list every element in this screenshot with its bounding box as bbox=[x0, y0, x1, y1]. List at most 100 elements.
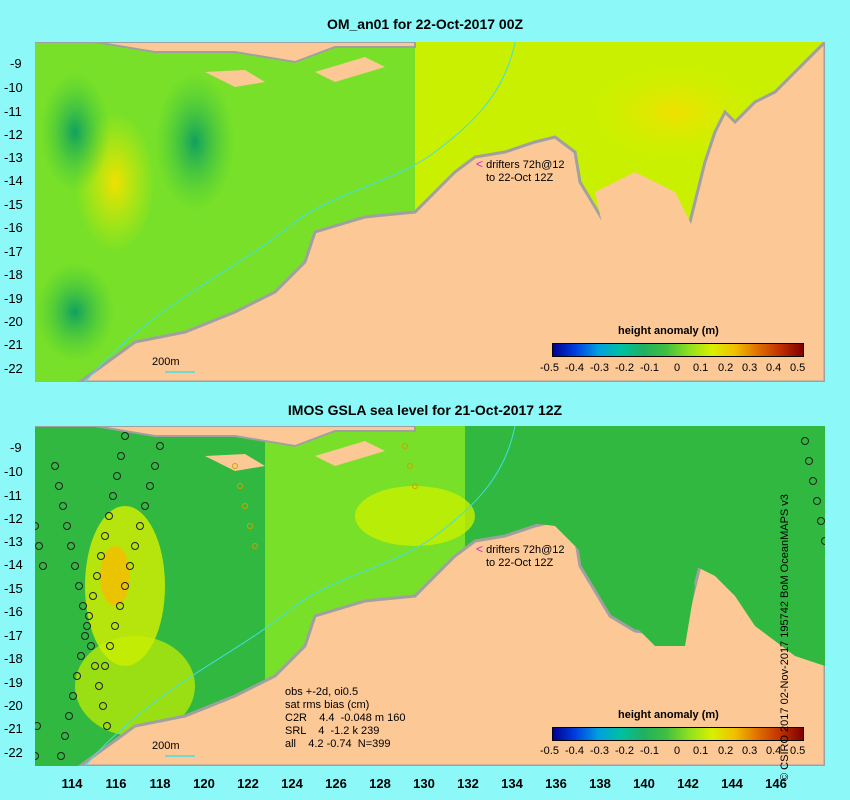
bottom-colorbar bbox=[552, 727, 804, 741]
top-y-label: -17 bbox=[4, 244, 23, 259]
cbar-tick: 0.3 bbox=[742, 745, 758, 757]
stats-line: obs +-2d, oi0.5 bbox=[285, 686, 359, 698]
cbar-tick: 0.1 bbox=[693, 362, 709, 374]
warm-core bbox=[100, 546, 130, 606]
bottom-y-label: -18 bbox=[4, 651, 23, 666]
drifters-line2: to 22-Oct 12Z bbox=[486, 557, 554, 569]
drifters-line1: drifters 72h@12 bbox=[486, 544, 565, 556]
bottom-y-label: -19 bbox=[4, 675, 23, 690]
cbar-tick: -0.3 bbox=[590, 745, 609, 757]
drifter-arrow-icon: < bbox=[476, 157, 484, 171]
top-y-label: -9 bbox=[10, 56, 22, 71]
top-panel-title: OM_an01 for 22-Oct-2017 00Z bbox=[326, 16, 524, 32]
x-label: 144 bbox=[721, 776, 743, 791]
top-y-label: -10 bbox=[4, 80, 23, 95]
track-1 bbox=[51, 462, 111, 730]
x-label: 128 bbox=[369, 776, 391, 791]
yellow-south bbox=[75, 636, 195, 736]
track-5 bbox=[35, 522, 47, 760]
200m-contour bbox=[84, 426, 516, 766]
cbar-tick: 0.5 bbox=[790, 362, 806, 374]
stats-line: all 4.2 -0.74 N=399 bbox=[285, 738, 391, 750]
satellite-tracks bbox=[35, 432, 825, 760]
x-label: 138 bbox=[589, 776, 611, 791]
cbar-tick: -0.1 bbox=[640, 745, 659, 757]
bottom-colorbar-title: height anomaly (m) bbox=[618, 709, 719, 721]
stats-line: sat rms bias (cm) bbox=[285, 699, 370, 711]
bottom-y-label: -21 bbox=[4, 721, 23, 736]
gulf-inner bbox=[595, 486, 695, 646]
drifters-line2: to 22-Oct 12Z bbox=[486, 172, 554, 184]
x-label: 146 bbox=[765, 776, 787, 791]
top-colorbar-title: height anomaly (m) bbox=[618, 325, 719, 337]
cool-anomaly-1 bbox=[40, 72, 110, 192]
track-2 bbox=[57, 432, 129, 760]
x-label: 140 bbox=[633, 776, 655, 791]
gulf-land bbox=[595, 172, 695, 272]
yellow-north bbox=[355, 486, 475, 546]
drifter-arrow-icon: < bbox=[476, 542, 484, 556]
top-y-label: -20 bbox=[4, 314, 23, 329]
indonesia-islands bbox=[35, 42, 416, 64]
top-y-label: -22 bbox=[4, 361, 23, 376]
bottom-panel-title: IMOS GSLA sea level for 21-Oct-2017 12Z bbox=[287, 402, 563, 418]
cbar-tick: -0.3 bbox=[590, 362, 609, 374]
track-3 bbox=[101, 442, 164, 670]
stats-line: SRL 4 -1.2 k 239 bbox=[285, 725, 380, 737]
top-y-label: -15 bbox=[4, 197, 23, 212]
cool-anomaly-2 bbox=[155, 72, 235, 212]
x-label: 118 bbox=[149, 776, 171, 791]
top-y-label: -12 bbox=[4, 127, 23, 142]
cbar-tick: -0.2 bbox=[615, 745, 634, 757]
200m-contour bbox=[84, 42, 516, 382]
cbar-tick: -0.5 bbox=[540, 362, 559, 374]
top-map bbox=[35, 42, 825, 382]
x-label: 136 bbox=[545, 776, 567, 791]
top-depth-label: 200m bbox=[152, 356, 180, 368]
cbar-tick: -0.5 bbox=[540, 745, 559, 757]
bottom-y-label: -22 bbox=[4, 745, 23, 760]
x-label: 122 bbox=[237, 776, 259, 791]
cbar-tick: 0.5 bbox=[790, 745, 806, 757]
cbar-tick: 0.4 bbox=[766, 362, 782, 374]
bottom-y-label: -15 bbox=[4, 581, 23, 596]
top-y-label: -18 bbox=[4, 267, 23, 282]
bottom-y-label: -16 bbox=[4, 604, 23, 619]
bottom-y-label: -20 bbox=[4, 698, 23, 713]
top-map-canvas bbox=[35, 42, 825, 382]
x-label: 120 bbox=[193, 776, 215, 791]
cbar-tick: -0.4 bbox=[565, 362, 584, 374]
bottom-y-label: -13 bbox=[4, 534, 23, 549]
bottom-y-label: -17 bbox=[4, 628, 23, 643]
australia-landmass bbox=[77, 42, 825, 382]
x-label: 114 bbox=[61, 776, 83, 791]
top-colorbar bbox=[552, 343, 804, 357]
cbar-tick: 0.3 bbox=[742, 362, 758, 374]
bottom-y-label: -14 bbox=[4, 557, 23, 572]
cbar-tick: 0 bbox=[674, 362, 681, 374]
cbar-tick: 0.2 bbox=[718, 745, 734, 757]
x-label: 124 bbox=[281, 776, 303, 791]
top-y-label: -16 bbox=[4, 220, 23, 235]
x-label: 142 bbox=[677, 776, 699, 791]
timor-island bbox=[315, 441, 385, 466]
bottom-y-label: -11 bbox=[4, 488, 22, 503]
credit-text: © CSIRO 2017 02-Nov-2017 195742 BoM Ocea… bbox=[779, 494, 791, 781]
cool-anomaly-3 bbox=[35, 262, 115, 362]
sumba-island bbox=[205, 454, 265, 471]
cbar-tick: 0.4 bbox=[766, 745, 782, 757]
drifters-line1: drifters 72h@12 bbox=[486, 159, 565, 171]
x-label: 130 bbox=[413, 776, 435, 791]
cbar-tick: 0.1 bbox=[693, 745, 709, 757]
x-label: 126 bbox=[325, 776, 347, 791]
indonesia-islands bbox=[35, 426, 416, 448]
stats-block: obs +-2d, oi0.5 sat rms bias (cm) C2R 4.… bbox=[285, 686, 405, 751]
bottom-map bbox=[35, 426, 825, 766]
top-y-label: -11 bbox=[4, 104, 22, 119]
x-label: 116 bbox=[105, 776, 127, 791]
top-y-label: -14 bbox=[4, 173, 23, 188]
bottom-y-label: -12 bbox=[4, 511, 23, 526]
cbar-tick: 0.2 bbox=[718, 362, 734, 374]
bottom-depth-label: 200m bbox=[152, 740, 180, 752]
bottom-y-label: -9 bbox=[10, 440, 22, 455]
